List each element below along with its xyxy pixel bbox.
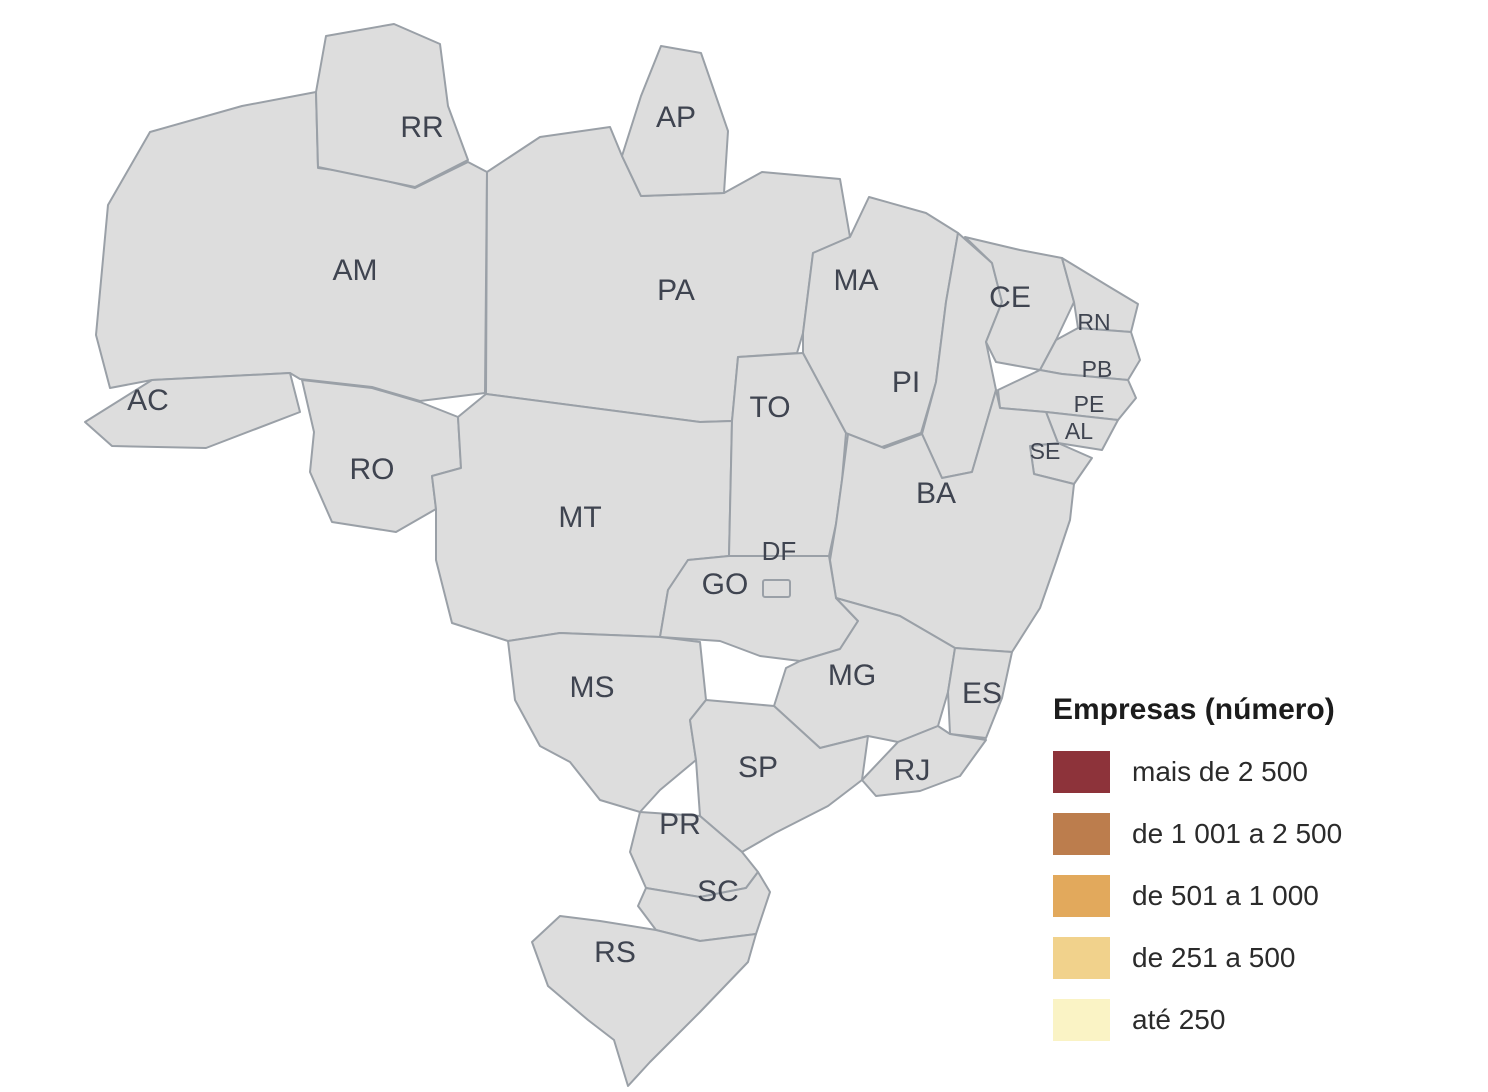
states-layer [84,23,1141,1087]
state-region-ma [802,196,959,448]
legend-swatch-1001-a-2500 [1053,813,1110,855]
legend-item: de 251 a 500 [1053,937,1453,979]
state-label-pe: PE [1074,391,1105,417]
legend: Empresas (número) mais de 2 500 de 1 001… [1053,693,1453,1041]
state-label-sc: SC [697,875,739,908]
legend-swatch-ate-250 [1053,999,1110,1041]
state-label-ce: CE [989,281,1031,314]
state-label-rn: RN [1077,309,1110,335]
state-label-pb: PB [1082,356,1113,382]
state-region-df [762,579,791,598]
legend-item: de 1 001 a 2 500 [1053,813,1453,855]
state-label-se: SE [1030,438,1061,464]
legend-item: de 501 a 1 000 [1053,875,1453,917]
state-label-rs: RS [594,936,636,969]
state-label-pa: PA [657,274,695,307]
state-region-sc [637,871,771,942]
state-label-ap: AP [656,101,696,134]
state-label-pr: PR [659,808,701,841]
legend-swatch-501-a-1000 [1053,875,1110,917]
state-label-mt: MT [558,501,601,534]
state-label-al: AL [1065,418,1093,444]
legend-label: até 250 [1132,1004,1226,1035]
state-label-am: AM [333,254,378,287]
state-region-rs [531,915,757,1087]
state-label-ro: RO [350,453,395,486]
state-region-go [659,555,859,662]
state-label-ms: MS [570,671,615,704]
state-label-rr: RR [400,111,443,144]
legend-title: Empresas (número) [1053,693,1335,726]
state-region-sp [689,699,869,853]
state-label-ba: BA [916,477,956,510]
state-label-ma: MA [834,264,879,297]
legend-label: de 501 a 1 000 [1132,880,1319,911]
legend-swatch-mais-de-2500 [1053,751,1110,793]
state-label-mg: MG [828,659,876,692]
state-labels-layer: RR AP AM PA MA CE RN PB PE AL SE AC TO P… [127,101,1112,969]
state-label-pi: PI [892,366,920,399]
state-label-es: ES [962,677,1002,710]
state-region-rj [861,725,987,797]
state-region-ap [621,45,729,197]
state-label-to: TO [749,391,790,424]
state-region-ms [507,632,707,813]
state-label-ac: AC [127,384,169,417]
legend-swatch-251-a-500 [1053,937,1110,979]
legend-item: até 250 [1053,999,1453,1041]
legend-label: de 1 001 a 2 500 [1132,818,1343,849]
state-label-sp: SP [738,751,778,784]
state-region-es [947,647,1013,739]
legend-item: mais de 2 500 [1053,751,1453,793]
state-label-rj: RJ [894,754,931,787]
legend-label: de 251 a 500 [1132,942,1296,973]
state-label-go: GO [702,568,749,601]
state-region-rr [315,23,469,188]
legend-label: mais de 2 500 [1132,756,1308,787]
state-label-df: DF [762,536,797,566]
state-region-ac [84,372,301,449]
